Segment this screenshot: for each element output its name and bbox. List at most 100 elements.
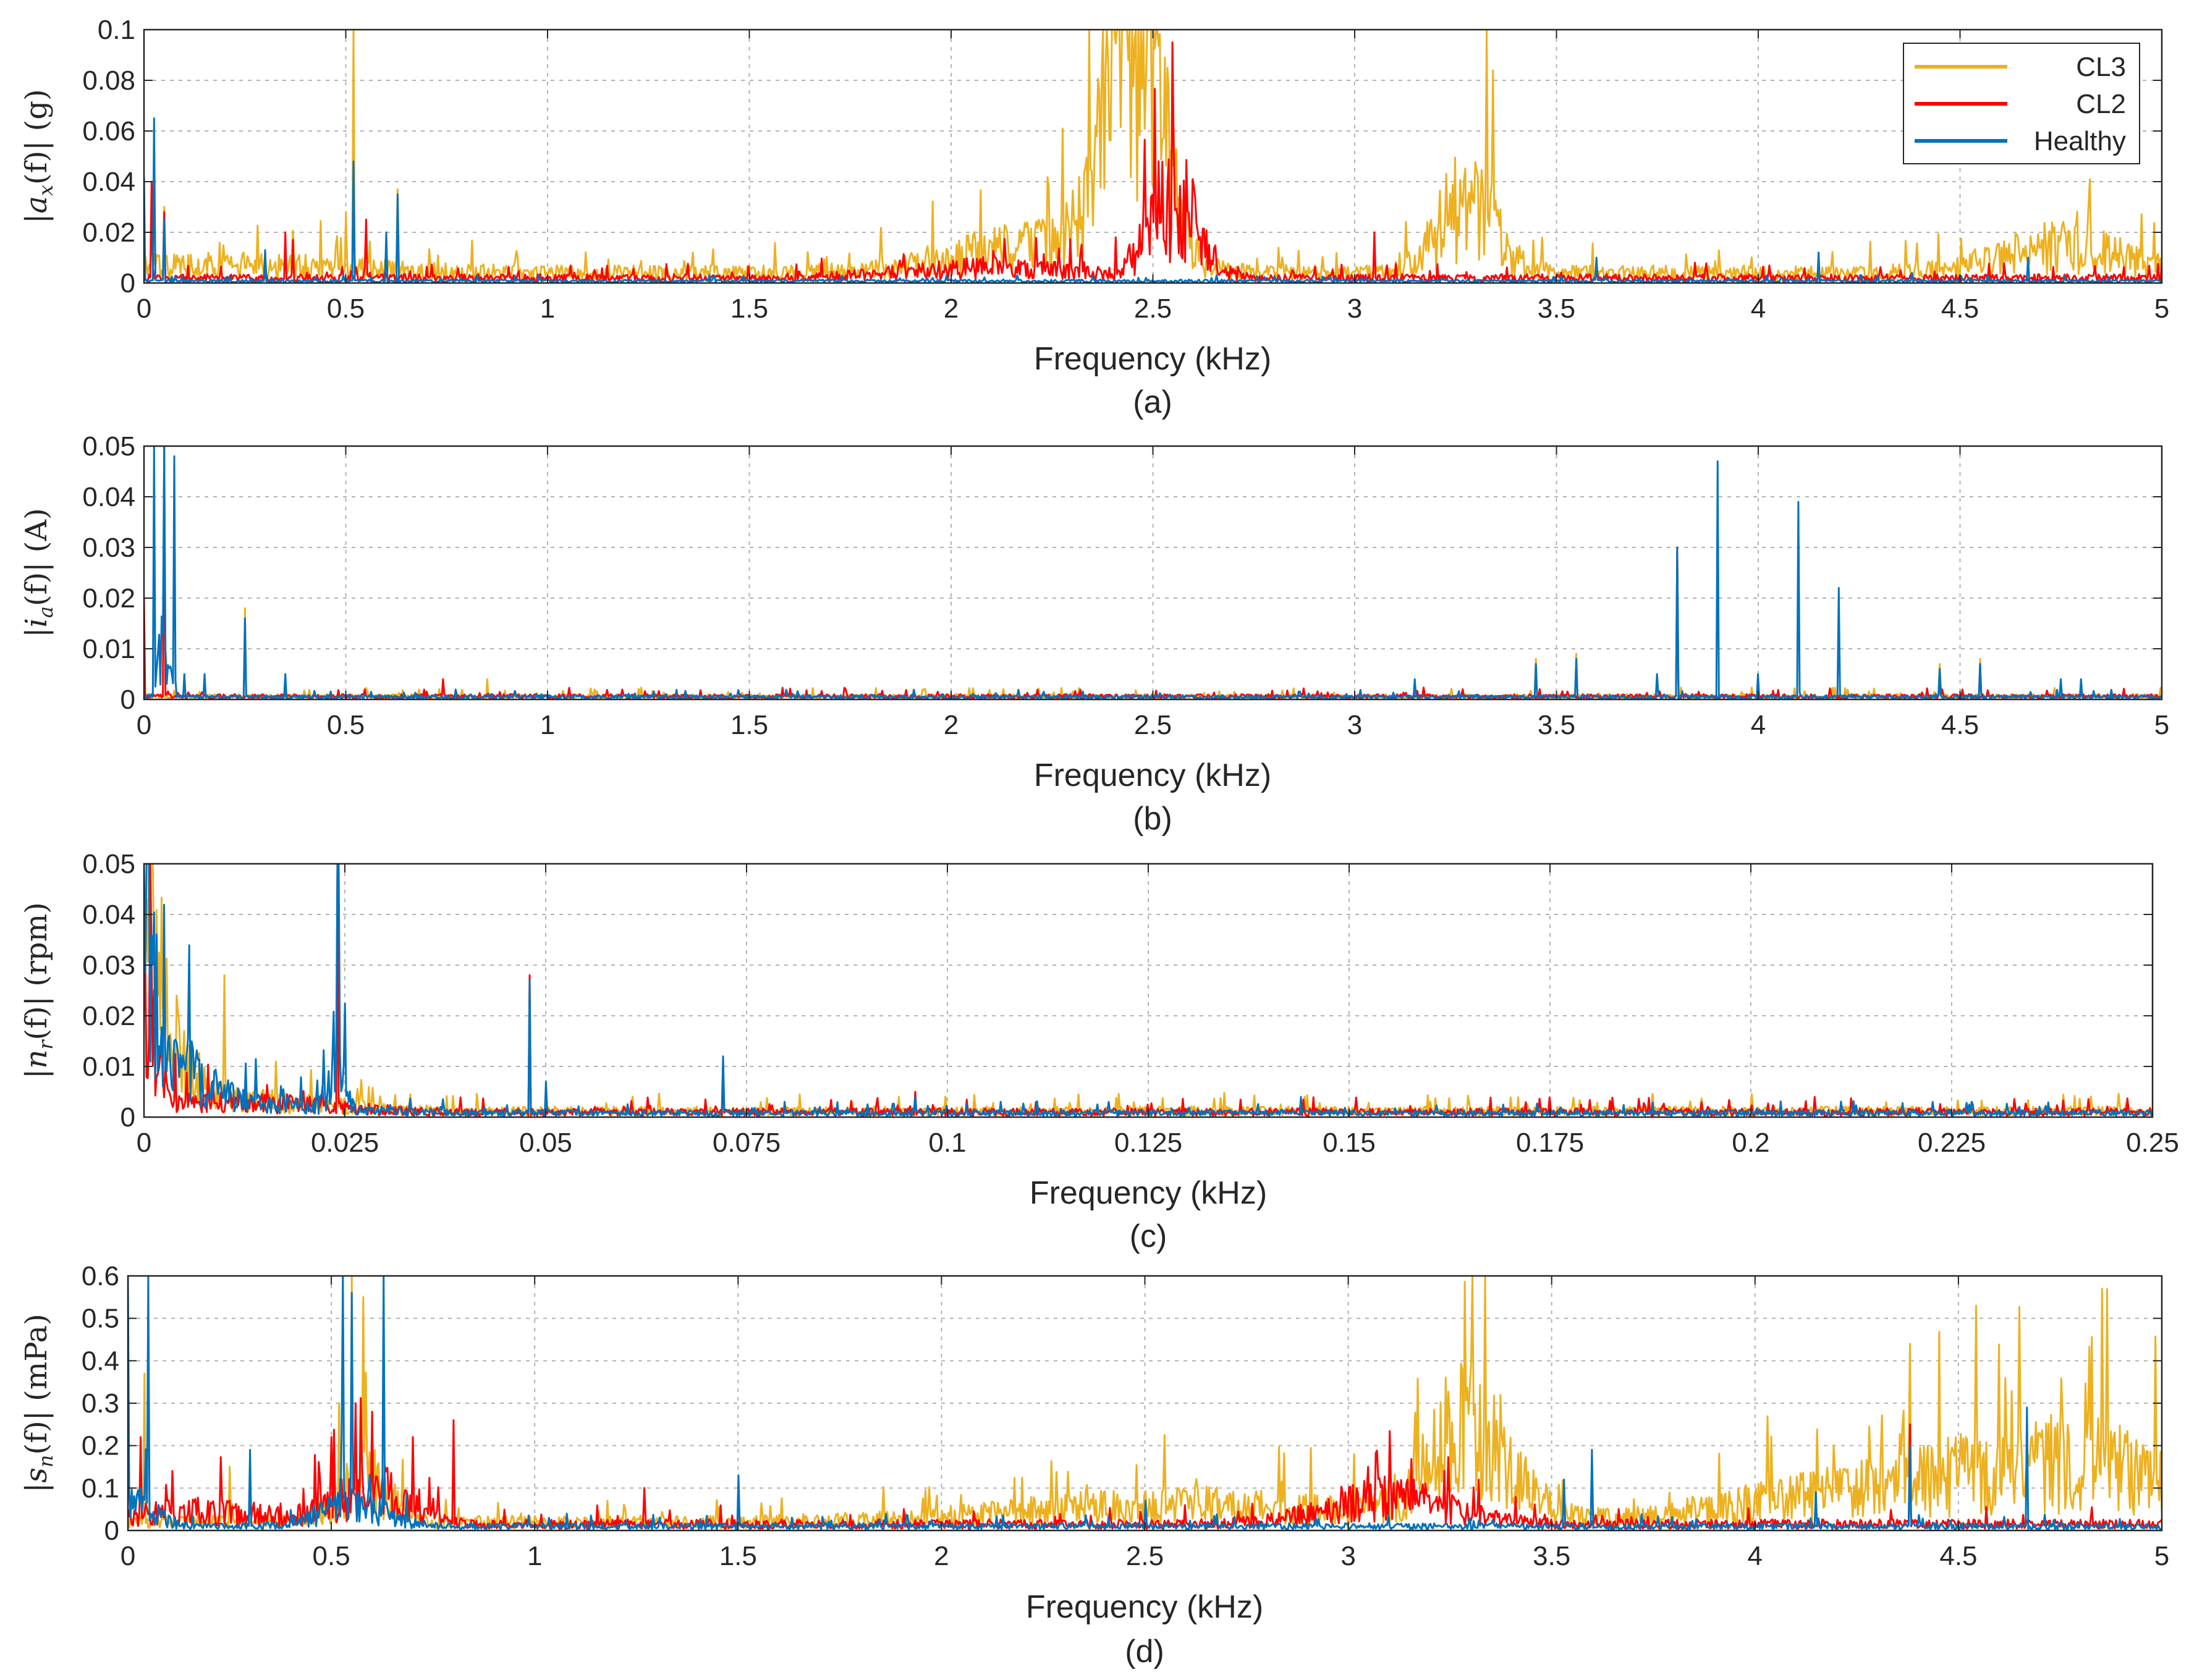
panel-a-ytick-label-5: 0.1	[98, 15, 135, 45]
panel-c-xtick-label-3: 0.075	[713, 1128, 781, 1158]
panel-c-ytick-label-4: 0.04	[82, 900, 135, 930]
panel-b-caption: (b)	[1133, 801, 1172, 837]
panel-b-xtick-label-8: 4	[1751, 710, 1766, 740]
panel-a-ytick-label-2: 0.04	[82, 167, 135, 197]
panel-c-xtick-label-9: 0.225	[1918, 1128, 1986, 1158]
panel-a-xtick-label-4: 2	[944, 293, 959, 324]
panel-b-xtick-label-2: 1	[540, 710, 555, 740]
panel-d-series-healthy	[128, 1276, 2162, 1530]
panel-a-xtick-label-10: 5	[2154, 293, 2169, 324]
legend-label-healthy: Healthy	[2034, 126, 2126, 156]
panel-c-xtick-label-5: 0.125	[1114, 1128, 1182, 1158]
panel-c-ytick-label-5: 0.05	[82, 849, 135, 879]
panel-a-ytick-label-0: 0	[121, 268, 135, 298]
panel-a-ytick-label-3: 0.06	[82, 116, 135, 146]
panel-a-xtick-label-2: 1	[540, 293, 555, 324]
panel-c-xtick-label-7: 0.175	[1516, 1128, 1584, 1158]
panel-b: 0 0.5 1 1.5 2 2.5 3 3.5 4 4.5 5 0 0.01 0.02 0.03 0.04 0.…	[19, 431, 2169, 837]
panel-d: 0 0.5 1 1.5 2 2.5 3 3.5 4 4.5 5 0 0.1 0.2 0.3 0.4 0.5 0.6…	[19, 1261, 2169, 1669]
panel-b-xtick-label-10: 5	[2154, 710, 2169, 740]
panel-a-ticks: 0 0.5 1 1.5 2 2.5 3 3.5 4 4.5 5 0 0.02 0.04 0.06 0.08 0.…	[82, 15, 2169, 324]
panel-b-xtick-label-1: 0.5	[327, 710, 365, 740]
panel-d-ticks: 0 0.5 1 1.5 2 2.5 3 3.5 4 4.5 5 0 0.1 0.2 0.3 0.4 0.5 0.6	[82, 1261, 2169, 1571]
panel-d-ytick-label-2: 0.2	[82, 1431, 119, 1461]
panel-d-xtick-label-3: 1.5	[719, 1541, 757, 1571]
panel-b-grid	[144, 446, 2162, 699]
panel-d-xtick-label-8: 4	[1748, 1541, 1763, 1571]
panel-b-ylabel: |ia(f)| (A)	[19, 508, 57, 637]
panel-a-series-cl3	[144, 30, 2162, 282]
panel-b-ytick-label-0: 0	[121, 685, 135, 715]
panel-b-ytick-label-5: 0.05	[82, 431, 135, 462]
panel-b-xtick-label-3: 1.5	[730, 710, 768, 740]
panel-d-ytick-label-6: 0.6	[82, 1261, 119, 1291]
panel-a-xtick-label-0: 0	[137, 293, 151, 324]
panel-c-xlabel: Frequency (kHz)	[1030, 1175, 1267, 1211]
panel-d-ylabel: |sn(f)| (mPa)	[19, 1314, 57, 1493]
panel-a-ytick-label-4: 0.08	[82, 65, 135, 96]
legend: CL3 CL2 Healthy	[1903, 43, 2140, 164]
panel-d-xtick-label-6: 3	[1340, 1541, 1355, 1571]
panel-b-ytick-label-4: 0.04	[82, 482, 135, 512]
panel-c-ytick-label-2: 0.02	[82, 1001, 135, 1031]
panel-d-xtick-label-10: 5	[2154, 1541, 2169, 1571]
panel-a: 0 0.5 1 1.5 2 2.5 3 3.5 4 4.5 5 0 0.02 0.04 0.06 0.08 0.…	[19, 15, 2169, 420]
panel-a-xtick-label-1: 0.5	[327, 293, 365, 324]
legend-label-cl2: CL2	[2076, 89, 2126, 119]
panel-a-ylabel: |ax(f)| (g)	[19, 89, 57, 224]
panel-b-xtick-label-0: 0	[137, 710, 151, 740]
panel-c-xtick-label-10: 0.25	[2126, 1128, 2179, 1158]
panel-d-xtick-label-2: 1	[527, 1541, 542, 1571]
panel-c-xtick-label-0: 0	[137, 1128, 151, 1158]
panel-c-grid	[144, 864, 2153, 1117]
panel-d-ytick-label-5: 0.5	[82, 1304, 119, 1334]
panel-d-ytick-label-1: 0.1	[82, 1473, 119, 1503]
panel-c-xtick-label-8: 0.2	[1732, 1128, 1769, 1158]
panel-c-ytick-label-1: 0.01	[82, 1052, 135, 1082]
panel-a-caption: (a)	[1133, 384, 1172, 420]
panel-c-ytick-label-3: 0.03	[82, 950, 135, 981]
panel-d-ytick-label-4: 0.4	[82, 1346, 119, 1376]
panel-c-ytick-label-0: 0	[121, 1102, 135, 1133]
panel-d-xtick-label-5: 2.5	[1126, 1541, 1164, 1571]
panel-b-xlabel: Frequency (kHz)	[1034, 758, 1271, 793]
panel-a-xtick-label-9: 4.5	[1941, 293, 1979, 324]
panel-b-xtick-label-5: 2.5	[1134, 710, 1172, 740]
panel-c-xtick-label-6: 0.15	[1323, 1128, 1376, 1158]
panel-d-caption: (d)	[1125, 1634, 1164, 1669]
panel-c-xtick-label-4: 0.1	[928, 1128, 966, 1158]
panel-c-xtick-label-1: 0.025	[311, 1128, 379, 1158]
panel-a-xtick-label-5: 2.5	[1134, 293, 1172, 324]
panel-a-xtick-label-3: 1.5	[730, 293, 768, 324]
panel-d-series-cl3	[128, 1276, 2162, 1529]
panel-b-xtick-label-9: 4.5	[1941, 710, 1979, 740]
panel-b-ytick-label-3: 0.03	[82, 533, 135, 563]
panel-d-ytick-label-0: 0	[104, 1516, 119, 1546]
panel-b-xtick-label-6: 3	[1347, 710, 1362, 740]
legend-label-cl3: CL3	[2076, 52, 2126, 82]
panel-c-xtick-label-2: 0.05	[519, 1128, 572, 1158]
panel-d-xtick-label-0: 0	[121, 1541, 135, 1571]
panel-d-xtick-label-9: 4.5	[1939, 1541, 1977, 1571]
panel-d-ytick-label-3: 0.3	[82, 1388, 119, 1419]
panel-b-ticks: 0 0.5 1 1.5 2 2.5 3 3.5 4 4.5 5 0 0.01 0.02 0.03 0.04 0.…	[82, 431, 2169, 740]
panel-b-ytick-label-1: 0.01	[82, 634, 135, 664]
panel-c-caption: (c)	[1130, 1218, 1167, 1254]
panel-a-xtick-label-7: 3.5	[1538, 293, 1575, 324]
panel-a-xtick-label-8: 4	[1751, 293, 1766, 324]
panel-c-ticks: 0 0.025 0.05 0.075 0.1 0.125 0.15 0.175 0.2 0.225…	[82, 849, 2178, 1158]
panel-c: 0 0.025 0.05 0.075 0.1 0.125 0.15 0.175 0.2 0.225…	[19, 849, 2179, 1254]
panel-d-grid	[128, 1276, 2162, 1530]
panel-b-xtick-label-4: 2	[944, 710, 959, 740]
panel-d-xtick-label-4: 2	[934, 1541, 949, 1571]
panel-a-ytick-label-1: 0.02	[82, 217, 135, 248]
panel-d-xlabel: Frequency (kHz)	[1026, 1589, 1263, 1625]
panel-a-xtick-label-6: 3	[1347, 293, 1362, 324]
panel-a-xlabel: Frequency (kHz)	[1034, 341, 1271, 377]
panel-b-xtick-label-7: 3.5	[1538, 710, 1575, 740]
panel-c-ylabel: |nr(f)| (rpm)	[19, 902, 57, 1079]
panel-d-xtick-label-7: 3.5	[1533, 1541, 1570, 1571]
panel-b-ytick-label-2: 0.02	[82, 583, 135, 614]
panel-d-xtick-label-1: 0.5	[313, 1541, 350, 1571]
